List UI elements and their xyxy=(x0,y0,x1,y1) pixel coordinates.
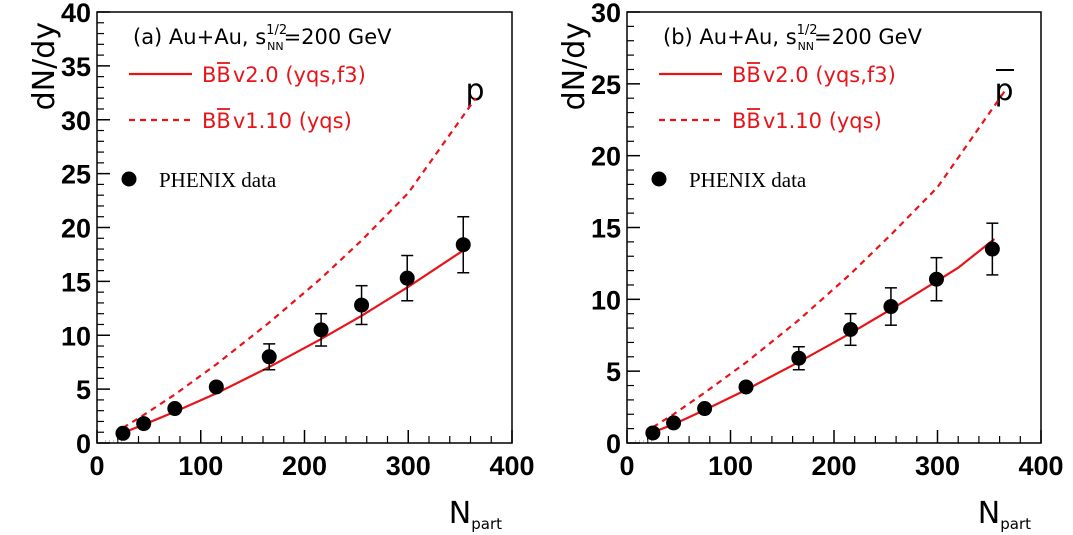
x-tick-label: 400 xyxy=(1018,451,1063,481)
x-axis-title-main: N xyxy=(978,496,1000,531)
legend-label: BBv1.10 (yqs) xyxy=(202,109,352,133)
y-tick-label: 15 xyxy=(61,267,91,297)
species-label: p xyxy=(994,73,1013,108)
x-axis-title: Npart xyxy=(978,496,1031,533)
x-tick-label: 100 xyxy=(178,451,223,481)
legend-marker xyxy=(651,171,667,187)
y-tick-label: 25 xyxy=(61,160,91,190)
legend-label-rest: v1.10 (yqs) xyxy=(763,109,882,133)
y-tick-label: 25 xyxy=(591,70,621,100)
panel-title-main: (b) Au+Au, s xyxy=(663,25,797,49)
legend-label-data: PHENIX data xyxy=(689,168,807,192)
panel-title-energy: =200 GeV xyxy=(284,25,393,49)
legend-label: BBv2.0 (yqs,f3) xyxy=(202,63,366,87)
x-tick-label: 200 xyxy=(282,451,327,481)
y-tick-label: 30 xyxy=(61,106,91,136)
y-tick-label: 40 xyxy=(61,0,91,28)
legend-label: BBv1.10 (yqs) xyxy=(732,109,882,133)
y-tick-label: 5 xyxy=(76,375,91,405)
sqrt-exponent: 1/2 xyxy=(266,23,287,38)
y-tick-label: 35 xyxy=(61,52,91,82)
x-axis-title: Npart xyxy=(449,496,502,533)
data-point xyxy=(984,241,1000,257)
legend-label-bb: BB xyxy=(732,63,761,87)
y-tick-label: 20 xyxy=(591,142,621,172)
legend-label-rest: v2.0 (yqs,f3) xyxy=(763,63,896,87)
x-axis-title-sub: part xyxy=(471,515,502,533)
data-point xyxy=(666,415,682,431)
legend-label-data: PHENIX data xyxy=(159,168,277,192)
data-point xyxy=(261,349,277,365)
y-axis-title: dN/dy xyxy=(557,22,592,110)
series-line-v1-10 xyxy=(122,97,477,429)
x-tick-label: 0 xyxy=(619,451,634,481)
panel-title-energy: =200 GeV xyxy=(814,25,923,49)
series-line-v2-0 xyxy=(122,248,466,434)
data-point xyxy=(455,237,471,253)
data-point xyxy=(883,299,899,315)
panel-title: (b) Au+Au, s1/2 NN=200 GeV xyxy=(663,23,923,53)
data-point xyxy=(354,297,370,313)
x-axis-title-sub: part xyxy=(1000,515,1031,533)
y-tick-label: 10 xyxy=(61,321,91,351)
series-line-v2-0 xyxy=(652,238,996,434)
y-tick-label: 30 xyxy=(591,0,621,28)
legend-label-rest: v2.0 (yqs,f3) xyxy=(233,63,366,87)
x-tick-label: 300 xyxy=(915,451,960,481)
data-point xyxy=(115,425,131,441)
data-point xyxy=(738,379,754,395)
data-point xyxy=(697,401,713,417)
data-point xyxy=(791,350,807,366)
panel-title: (a) Au+Au, s1/2 NN=200 GeV xyxy=(133,23,392,53)
y-tick-label: 15 xyxy=(591,214,621,244)
y-tick-label: 20 xyxy=(61,214,91,244)
data-point xyxy=(645,425,661,441)
legend-label-bb: BB xyxy=(732,109,761,133)
series-line-v1-10 xyxy=(652,90,1006,429)
data-point xyxy=(313,322,329,338)
y-tick-label: 5 xyxy=(606,357,621,387)
x-tick-label: 200 xyxy=(811,451,856,481)
data-point xyxy=(208,379,224,395)
x-tick-label: 100 xyxy=(708,451,753,481)
sqrt-exponent: 1/2 xyxy=(797,23,818,38)
data-point xyxy=(928,271,944,287)
x-tick-label: 400 xyxy=(489,451,534,481)
y-tick-label: 10 xyxy=(591,285,621,315)
data-point xyxy=(167,401,183,417)
legend-marker xyxy=(121,171,137,187)
y-axis-title: dN/dy xyxy=(27,22,62,110)
legend-label-rest: v1.10 (yqs) xyxy=(233,109,352,133)
data-point xyxy=(136,416,152,432)
y-tick-label: 0 xyxy=(76,429,91,459)
x-axis-title-main: N xyxy=(449,496,471,531)
y-tick-label: 0 xyxy=(606,429,621,459)
legend-label-bb: BB xyxy=(202,109,231,133)
data-point xyxy=(843,322,859,338)
sqrt-subscript: NN xyxy=(267,40,283,53)
legend-label: BBv2.0 (yqs,f3) xyxy=(732,63,896,87)
legend-label-bb: BB xyxy=(202,63,231,87)
x-tick-label: 0 xyxy=(89,451,104,481)
panel-title-main: (a) Au+Au, s xyxy=(133,25,266,49)
sqrt-subscript: NN xyxy=(798,40,814,53)
x-tick-label: 300 xyxy=(386,451,431,481)
data-point xyxy=(399,270,415,286)
species-label: p xyxy=(465,73,484,108)
